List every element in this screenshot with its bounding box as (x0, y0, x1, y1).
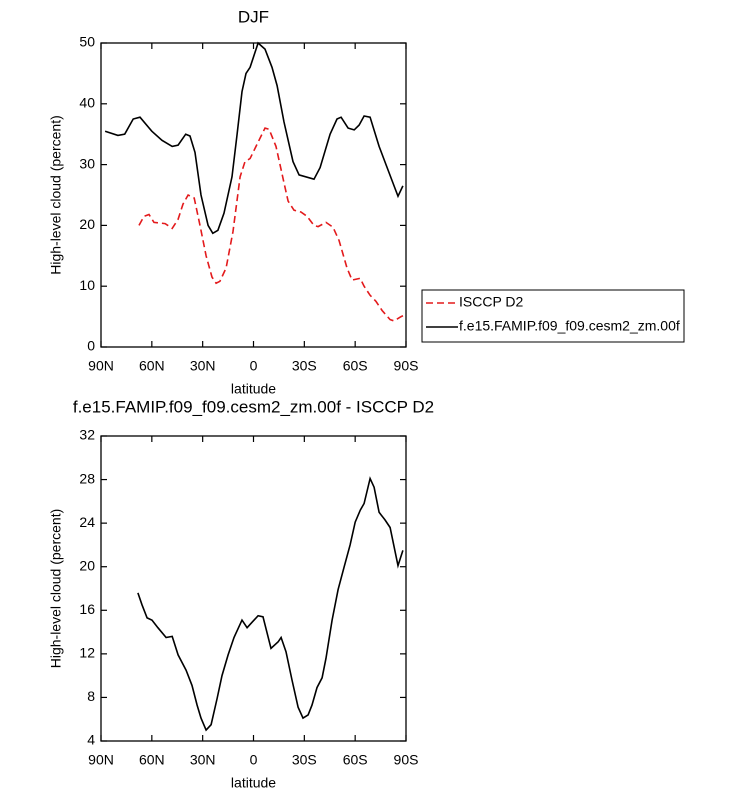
x-tick-label: 60S (343, 358, 368, 374)
data-line (138, 127, 406, 322)
y-tick-label: 4 (87, 732, 95, 748)
x-tick-label: 90N (88, 358, 114, 374)
data-line (104, 41, 404, 235)
x-tick-label: 60N (139, 358, 165, 374)
x-tick-label: 60S (343, 752, 368, 768)
x-tick-label: 30N (190, 358, 216, 374)
x-tick-label: 90S (394, 358, 419, 374)
y-tick-label: 16 (79, 601, 95, 617)
y-tick-label: 20 (79, 216, 95, 232)
chart-title: f.e15.FAMIP.f09_f09.cesm2_zm.00f - ISCCP… (73, 397, 434, 416)
y-tick-label: 12 (79, 645, 95, 661)
x-tick-label: 0 (250, 752, 258, 768)
y-tick-label: 40 (79, 95, 95, 111)
x-axis-label: latitude (231, 381, 276, 397)
y-tick-label: 20 (79, 557, 95, 573)
x-tick-label: 90N (88, 752, 114, 768)
y-tick-label: 50 (79, 34, 95, 50)
y-tick-label: 28 (79, 470, 95, 486)
y-axis-label: High-level cloud (percent) (48, 509, 64, 669)
legend-label: f.e15.FAMIP.f09_f09.cesm2_zm.00f (459, 318, 680, 334)
plot-frame (100, 435, 407, 742)
y-axis-label: High-level cloud (percent) (48, 115, 64, 275)
x-tick-label: 60N (139, 752, 165, 768)
legend-box (421, 289, 685, 343)
x-tick-label: 30S (292, 358, 317, 374)
legend-label: ISCCP D2 (459, 294, 524, 310)
y-tick-label: 10 (79, 277, 95, 293)
chart-title: DJF (238, 7, 269, 26)
y-tick-label: 32 (79, 427, 95, 443)
plot-frame (100, 42, 407, 348)
x-tick-label: 0 (250, 358, 258, 374)
y-tick-label: 30 (79, 155, 95, 171)
x-axis-label: latitude (231, 775, 276, 791)
y-tick-label: 8 (87, 688, 95, 704)
x-tick-label: 30S (292, 752, 317, 768)
x-tick-label: 90S (394, 752, 419, 768)
y-tick-label: 24 (79, 514, 95, 530)
y-tick-label: 0 (87, 338, 95, 354)
x-tick-label: 30N (190, 752, 216, 768)
data-line (137, 476, 404, 732)
